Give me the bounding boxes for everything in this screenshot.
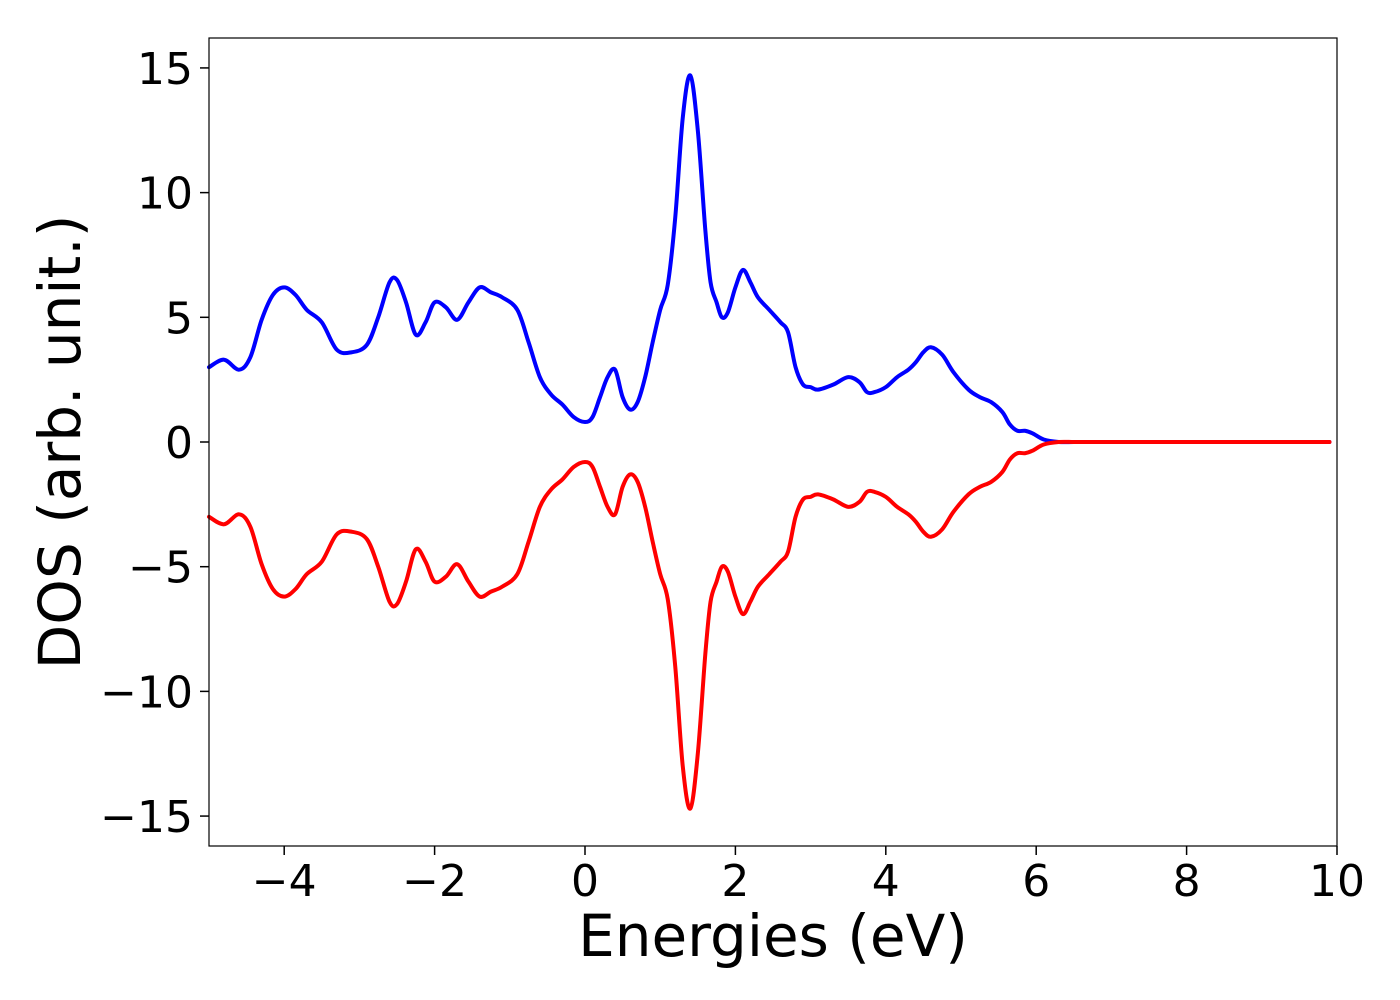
x-tick-label: 2 [721,856,749,907]
x-tick-label: 4 [872,856,900,907]
y-axis: 15 10 5 0 −5 −10 −15 [100,44,209,843]
y-tick-label: 5 [165,293,193,344]
y-tick-label: 15 [137,44,193,95]
y-tick-label: 0 [165,418,193,469]
y-tick-label: −10 [100,667,193,718]
x-tick-label: 6 [1022,856,1050,907]
y-axis-title: DOS (arb. unit.) [26,215,94,670]
series-line-1 [207,73,1332,445]
y-tick-label: −15 [100,792,193,843]
x-tick-label: −2 [402,856,467,907]
x-tick-label: 10 [1309,856,1365,907]
x-tick-label: −4 [252,856,317,907]
y-tick-label: −5 [128,543,193,594]
series-layer [207,73,1332,811]
x-tick-label: 8 [1173,856,1201,907]
series-line-2 [207,439,1332,811]
x-axis: −4 −2 0 2 4 6 8 10 [252,846,1365,907]
x-tick-label: 0 [571,856,599,907]
x-axis-title: Energies (eV) [578,902,968,970]
y-tick-label: 10 [137,169,193,220]
